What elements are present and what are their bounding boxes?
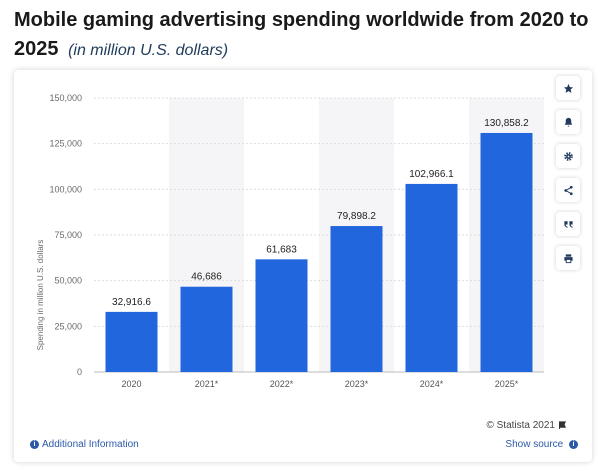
chart-subtitle: (in million U.S. dollars) xyxy=(68,42,229,59)
star-icon[interactable] xyxy=(556,76,580,100)
y-tick-label: 150,000 xyxy=(49,93,82,103)
x-tick-label: 2025* xyxy=(495,379,519,389)
bar[interactable] xyxy=(180,286,233,372)
copyright: © Statista 2021 xyxy=(486,420,566,431)
x-tick-label: 2022* xyxy=(270,379,294,389)
additional-information-link[interactable]: i Additional Information xyxy=(30,439,139,450)
y-tick-label: 100,000 xyxy=(49,184,82,194)
print-icon[interactable] xyxy=(556,246,580,270)
y-tick-label: 50,000 xyxy=(54,276,82,286)
bar-chart: 0 25,000 50,000 75,000 100,000 125,000 150,000… xyxy=(36,93,544,389)
info-icon: i xyxy=(30,439,39,449)
data-label: 61,683 xyxy=(266,244,297,255)
bar[interactable] xyxy=(255,259,308,372)
gear-icon[interactable] xyxy=(556,144,580,168)
y-tick-label: 75,000 xyxy=(54,230,82,240)
x-tick-label: 2024* xyxy=(420,379,444,389)
info-icon: i xyxy=(569,439,578,449)
y-axis-label: Spending in million U.S. dollars xyxy=(36,240,45,351)
x-tick-label: 2021* xyxy=(195,379,219,389)
data-label: 79,898.2 xyxy=(337,211,376,222)
bar[interactable] xyxy=(105,311,158,372)
x-tick-label: 2023* xyxy=(345,379,369,389)
y-tick-label: 125,000 xyxy=(49,139,82,149)
x-tick-label: 2020 xyxy=(121,379,141,389)
copyright-text: © Statista 2021 xyxy=(486,420,555,431)
bar[interactable] xyxy=(405,183,458,372)
data-label: 32,916.6 xyxy=(112,297,151,308)
share-icon[interactable] xyxy=(556,178,580,202)
flag-icon[interactable] xyxy=(559,421,566,430)
show-source-link[interactable]: Show source i xyxy=(505,439,578,450)
data-label: 102,966.1 xyxy=(409,169,454,180)
bell-icon[interactable] xyxy=(556,110,580,134)
show-source-label: Show source xyxy=(505,439,564,450)
additional-information-label: Additional Information xyxy=(42,439,139,450)
bar[interactable] xyxy=(480,132,533,372)
y-tick-label: 25,000 xyxy=(54,321,82,331)
y-tick-label: 0 xyxy=(77,367,82,377)
data-label: 130,858.2 xyxy=(484,118,529,129)
chart-title-text: Mobile gaming advertising spending world… xyxy=(14,9,589,60)
chart-toolbar xyxy=(556,76,584,280)
bar[interactable] xyxy=(330,226,383,372)
chart-title: Mobile gaming advertising spending world… xyxy=(14,6,594,65)
data-label: 46,686 xyxy=(191,272,222,283)
quote-icon[interactable] xyxy=(556,212,580,236)
